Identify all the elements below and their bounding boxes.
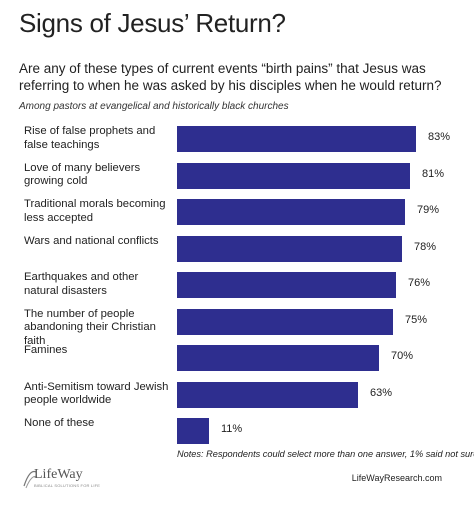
value-label: 83% [428, 131, 451, 143]
chart-note: Notes: Respondents could select more tha… [177, 449, 474, 459]
logo-tagline: BIBLICAL SOLUTIONS FOR LIFE [34, 483, 101, 488]
bar [177, 235, 402, 262]
value-label: 11% [221, 423, 243, 435]
value-label: 81% [422, 167, 445, 180]
category-label: Anti-Semitism toward Jewish people world… [24, 380, 169, 407]
bar [177, 162, 410, 189]
category-label: Earthquakes and other natural disasters [24, 271, 139, 297]
category-label: Rise of false prophets and false teachin… [24, 125, 156, 151]
bar [177, 126, 416, 152]
category-label: Love of many believers growing cold [24, 161, 141, 188]
category-label: Traditional morals becoming less accepte… [24, 198, 166, 224]
value-label: 76% [408, 277, 431, 289]
chart-subtitle: Among pastors at evangelical and histori… [19, 101, 289, 112]
category-label: None of these [24, 417, 95, 429]
category-label: Famines [24, 344, 68, 356]
survey-question: Are any of these types of current events… [19, 61, 442, 93]
bar [177, 381, 358, 408]
value-label: 63% [370, 386, 393, 399]
bar [177, 418, 209, 444]
logo-text: LifeWay [34, 467, 83, 482]
bar [177, 308, 393, 335]
category-label: Wars and national conflicts [24, 234, 159, 247]
value-label: 78% [414, 240, 437, 253]
value-label: 75% [405, 313, 428, 326]
logo-mark-icon [23, 470, 38, 489]
value-label: 79% [417, 204, 440, 216]
bar [177, 272, 396, 298]
category-label: The number of people abandoning their Ch… [24, 307, 156, 347]
bar [177, 199, 405, 225]
site-url: LifeWayResearch.com [351, 473, 442, 483]
bar [177, 345, 379, 371]
chart-title: Signs of Jesus’ Return? [19, 8, 286, 38]
value-label: 70% [391, 350, 414, 362]
